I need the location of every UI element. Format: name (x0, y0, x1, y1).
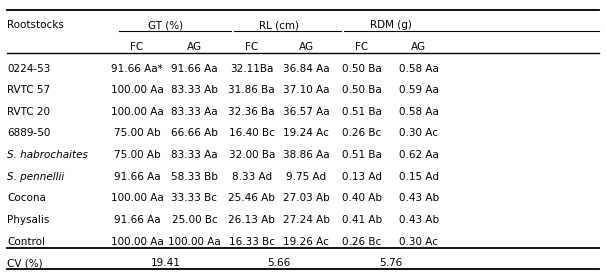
Text: 0.43 Ab: 0.43 Ab (399, 215, 439, 225)
Text: 75.00 Ab: 75.00 Ab (114, 128, 161, 138)
Text: FC: FC (130, 42, 144, 52)
Text: S. pennellii: S. pennellii (7, 172, 65, 182)
Text: 37.10 Aa: 37.10 Aa (283, 85, 329, 95)
Text: 5.66: 5.66 (267, 258, 290, 268)
Text: Rootstocks: Rootstocks (7, 20, 64, 30)
Text: 0.51 Ba: 0.51 Ba (342, 107, 382, 117)
Text: FC: FC (356, 42, 368, 52)
Text: 100.00 Aa: 100.00 Aa (111, 193, 164, 203)
Text: 8.33 Ad: 8.33 Ad (231, 172, 271, 182)
Text: 33.33 Bc: 33.33 Bc (171, 193, 218, 203)
Text: 27.24 Ab: 27.24 Ab (282, 215, 330, 225)
Text: 0.40 Ab: 0.40 Ab (342, 193, 382, 203)
Text: 36.57 Aa: 36.57 Aa (283, 107, 329, 117)
Text: AG: AG (298, 42, 313, 52)
Text: 0.26 Bc: 0.26 Bc (342, 128, 382, 138)
Text: 0.62 Aa: 0.62 Aa (399, 150, 439, 160)
Text: 19.26 Ac: 19.26 Ac (283, 237, 329, 247)
Text: Physalis: Physalis (7, 215, 50, 225)
Text: RVTC 57: RVTC 57 (7, 85, 50, 95)
Text: 0.26 Bc: 0.26 Bc (342, 237, 382, 247)
Text: 83.33 Aa: 83.33 Aa (171, 150, 218, 160)
Text: 25.46 Ab: 25.46 Ab (228, 193, 275, 203)
Text: 32.11Ba: 32.11Ba (230, 64, 273, 74)
Text: FC: FC (245, 42, 258, 52)
Text: Cocona: Cocona (7, 193, 46, 203)
Text: 0.59 Aa: 0.59 Aa (399, 85, 439, 95)
Text: 19.24 Ac: 19.24 Ac (283, 128, 329, 138)
Text: 91.66 Aa*: 91.66 Aa* (112, 64, 163, 74)
Text: 0.13 Ad: 0.13 Ad (342, 172, 382, 182)
Text: 9.75 Ad: 9.75 Ad (286, 172, 326, 182)
Text: 36.84 Aa: 36.84 Aa (283, 64, 329, 74)
Text: 83.33 Ab: 83.33 Ab (171, 85, 218, 95)
Text: 100.00 Aa: 100.00 Aa (168, 237, 221, 247)
Text: 0.58 Aa: 0.58 Aa (399, 107, 439, 117)
Text: AG: AG (187, 42, 202, 52)
Text: 100.00 Aa: 100.00 Aa (111, 107, 164, 117)
Text: CV (%): CV (%) (7, 258, 43, 268)
Text: 19.41: 19.41 (151, 258, 181, 268)
Text: 0.30 Ac: 0.30 Ac (399, 237, 438, 247)
Text: 0.41 Ab: 0.41 Ab (342, 215, 382, 225)
Text: 0.43 Ab: 0.43 Ab (399, 193, 439, 203)
Text: 0.51 Ba: 0.51 Ba (342, 150, 382, 160)
Text: 66.66 Ab: 66.66 Ab (171, 128, 218, 138)
Text: 100.00 Aa: 100.00 Aa (111, 237, 164, 247)
Text: 27.03 Ab: 27.03 Ab (282, 193, 330, 203)
Text: 58.33 Bb: 58.33 Bb (171, 172, 218, 182)
Text: 0.15 Ad: 0.15 Ad (399, 172, 439, 182)
Text: S. habrochaites: S. habrochaites (7, 150, 88, 160)
Text: 6889-50: 6889-50 (7, 128, 51, 138)
Text: RDM (g): RDM (g) (370, 20, 411, 30)
Text: RVTC 20: RVTC 20 (7, 107, 50, 117)
Text: 0.50 Ba: 0.50 Ba (342, 64, 382, 74)
Text: 26.13 Ab: 26.13 Ab (228, 215, 275, 225)
Text: 91.66 Aa: 91.66 Aa (114, 172, 161, 182)
Text: RL (cm): RL (cm) (259, 20, 299, 30)
Text: 38.86 Aa: 38.86 Aa (283, 150, 329, 160)
Text: 0.58 Aa: 0.58 Aa (399, 64, 439, 74)
Text: 91.66 Aa: 91.66 Aa (114, 215, 161, 225)
Text: 91.66 Aa: 91.66 Aa (171, 64, 218, 74)
Text: 16.33 Bc: 16.33 Bc (228, 237, 275, 247)
Text: 0.50 Ba: 0.50 Ba (342, 85, 382, 95)
Text: AG: AG (411, 42, 427, 52)
Text: 5.76: 5.76 (379, 258, 402, 268)
Text: 83.33 Aa: 83.33 Aa (171, 107, 218, 117)
Text: 0.30 Ac: 0.30 Ac (399, 128, 438, 138)
Text: 100.00 Aa: 100.00 Aa (111, 85, 164, 95)
Text: 0224-53: 0224-53 (7, 64, 51, 74)
Text: 16.40 Bc: 16.40 Bc (229, 128, 275, 138)
Text: 32.00 Ba: 32.00 Ba (228, 150, 275, 160)
Text: 32.36 Ba: 32.36 Ba (228, 107, 275, 117)
Text: 75.00 Ab: 75.00 Ab (114, 150, 161, 160)
Text: 25.00 Bc: 25.00 Bc (171, 215, 218, 225)
Text: Control: Control (7, 237, 45, 247)
Text: GT (%): GT (%) (148, 20, 184, 30)
Text: 31.86 Ba: 31.86 Ba (228, 85, 275, 95)
